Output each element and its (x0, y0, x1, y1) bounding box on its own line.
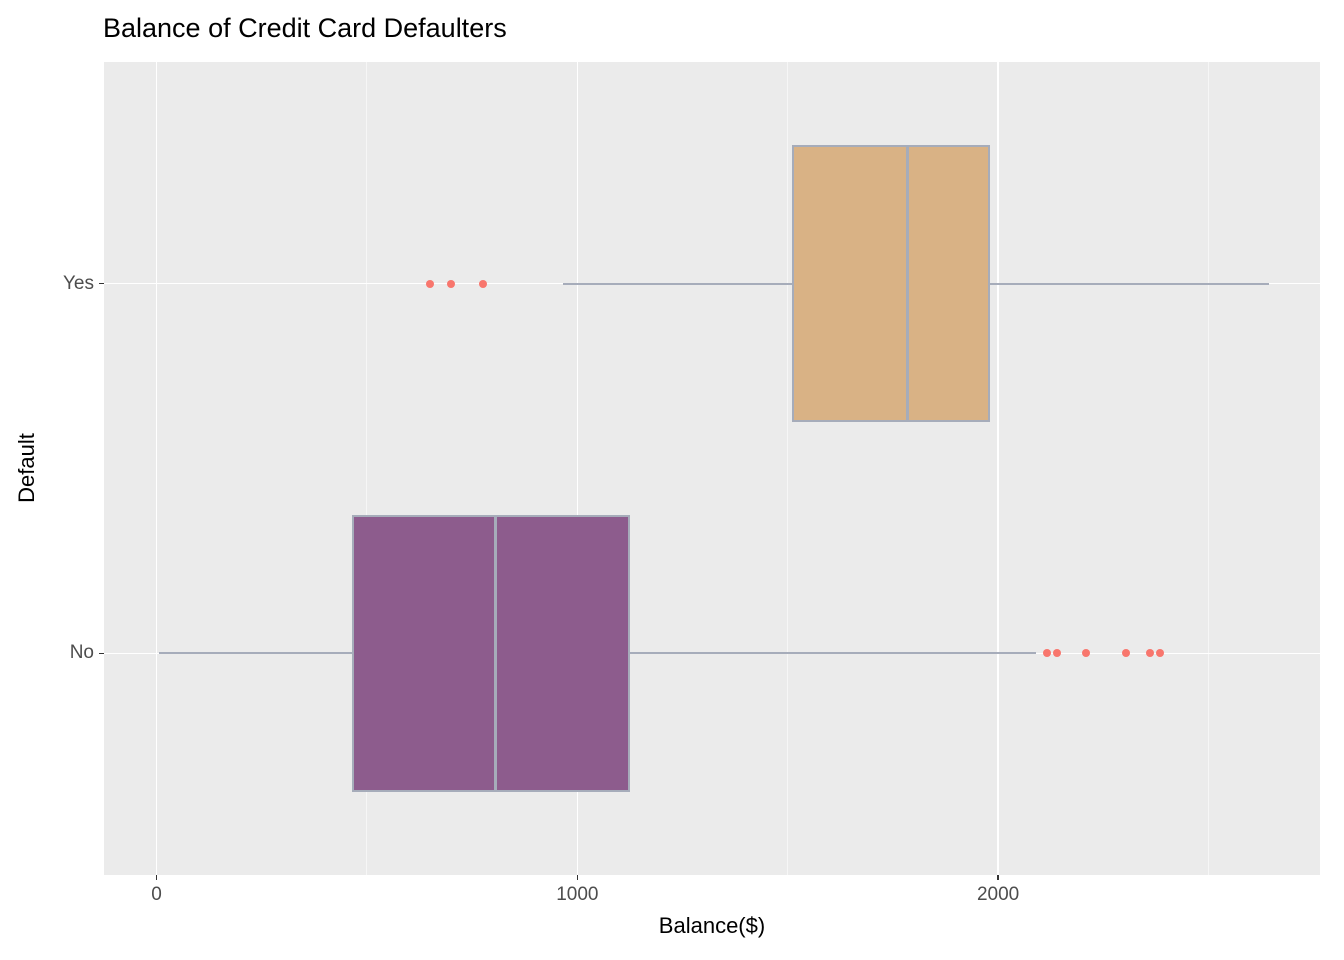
outlier-point (447, 279, 456, 288)
whisker-line-high (989, 282, 1270, 285)
y-tick-label: Yes (63, 272, 94, 294)
plot-panel (104, 62, 1320, 875)
outlier-point (1156, 649, 1165, 658)
median-line (905, 145, 910, 423)
whisker-line-low (158, 652, 353, 655)
y-tick-label: No (69, 642, 94, 664)
whisker-line-high (629, 652, 1036, 655)
x-tick-label: 2000 (976, 884, 1020, 905)
chart-title: Balance of Credit Card Defaulters (103, 13, 507, 43)
box-yes (791, 145, 990, 423)
outlier-point (1145, 649, 1154, 658)
x-axis-title: Balance($) (658, 913, 766, 938)
outlier-point (1053, 649, 1062, 658)
outlier-point (426, 279, 435, 288)
y-axis-title: Default (14, 433, 39, 503)
median-line (493, 514, 498, 792)
x-tick-mark (155, 875, 158, 880)
x-tick-label: 0 (151, 884, 162, 905)
outlier-point (1042, 649, 1051, 658)
y-tick-mark (99, 652, 104, 655)
box-no (352, 514, 630, 792)
y-tick-mark (99, 282, 104, 285)
outlier-point (1082, 649, 1091, 658)
x-minor-gridline (787, 62, 789, 875)
x-minor-gridline (366, 62, 368, 875)
x-major-gridline (155, 62, 158, 875)
whisker-line-low (562, 282, 792, 285)
x-tick-label: 1000 (556, 884, 599, 905)
outlier-point (1122, 649, 1131, 658)
x-tick-mark (576, 875, 579, 880)
x-major-gridline (997, 62, 999, 875)
x-minor-gridline (1207, 62, 1209, 875)
x-major-gridline (576, 62, 579, 875)
x-tick-mark (997, 875, 999, 880)
outlier-point (478, 279, 487, 288)
